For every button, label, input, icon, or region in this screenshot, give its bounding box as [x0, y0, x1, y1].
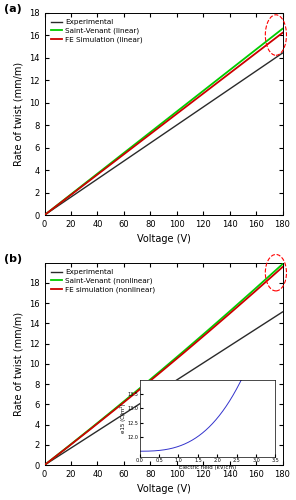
Saint-Venant (nonlinear): [238, 300, 241, 306]
Experimental: [156, 135, 159, 141]
Experimental: [275, 312, 279, 318]
FE Simulation (linear): [184, 104, 188, 110]
FE Simulation (linear): [156, 126, 159, 132]
FE Simulation (linear): [43, 212, 46, 218]
Y-axis label: Rate of twist (mm/m): Rate of twist (mm/m): [14, 62, 23, 166]
Experimental: [157, 388, 161, 394]
Text: (b): (b): [4, 254, 22, 264]
FE simulation (nonlinear): [157, 370, 161, 376]
FE simulation (nonlinear): [171, 358, 175, 364]
X-axis label: Voltage (V): Voltage (V): [136, 484, 190, 494]
Experimental: [238, 80, 241, 86]
FE Simulation (linear): [171, 114, 175, 119]
Experimental: [43, 462, 46, 468]
Experimental: [184, 371, 188, 377]
Experimental: [281, 50, 284, 56]
FE simulation (nonlinear): [275, 269, 279, 275]
Saint-Venant (nonlinear): [184, 346, 188, 352]
Text: (a): (a): [4, 4, 22, 15]
Saint-Venant (linear): [156, 124, 159, 130]
FE simulation (nonlinear): [184, 348, 188, 354]
FE simulation (nonlinear): [281, 264, 284, 270]
Line: Experimental: Experimental: [45, 312, 282, 465]
Experimental: [171, 379, 175, 385]
Line: Saint-Venant (nonlinear): Saint-Venant (nonlinear): [45, 264, 282, 465]
Line: FE simulation (nonlinear): FE simulation (nonlinear): [45, 267, 282, 465]
Experimental: [171, 124, 175, 130]
Saint-Venant (linear): [157, 122, 161, 128]
Experimental: [43, 212, 46, 218]
Experimental: [275, 54, 279, 60]
Y-axis label: Rate of twist (mm/m): Rate of twist (mm/m): [14, 312, 23, 416]
FE simulation (nonlinear): [156, 372, 159, 378]
FE Simulation (linear): [238, 62, 241, 68]
Legend: Experimental, Saint-Venant (linear), FE Simulation (linear): Experimental, Saint-Venant (linear), FE …: [48, 16, 145, 46]
Saint-Venant (linear): [275, 30, 279, 36]
Line: Experimental: Experimental: [45, 53, 282, 215]
FE Simulation (linear): [275, 34, 279, 40]
FE simulation (nonlinear): [238, 302, 241, 308]
Saint-Venant (linear): [281, 26, 284, 32]
Saint-Venant (nonlinear): [275, 266, 279, 272]
Saint-Venant (nonlinear): [156, 370, 159, 376]
Experimental: [156, 390, 159, 396]
Saint-Venant (linear): [171, 111, 175, 117]
X-axis label: Voltage (V): Voltage (V): [136, 234, 190, 244]
Experimental: [281, 309, 284, 315]
FE Simulation (linear): [157, 124, 161, 130]
Saint-Venant (nonlinear): [281, 261, 284, 267]
Legend: Experimental, Saint-Venant (nonlinear), FE simulation (nonlinear): Experimental, Saint-Venant (nonlinear), …: [48, 266, 158, 296]
Line: Saint-Venant (linear): Saint-Venant (linear): [45, 29, 282, 215]
Experimental: [157, 134, 161, 140]
Saint-Venant (linear): [43, 212, 46, 218]
Saint-Venant (nonlinear): [157, 369, 161, 375]
Line: FE Simulation (linear): FE Simulation (linear): [45, 33, 282, 215]
Saint-Venant (nonlinear): [43, 462, 46, 468]
Saint-Venant (nonlinear): [171, 357, 175, 363]
FE Simulation (linear): [281, 30, 284, 36]
Saint-Venant (linear): [238, 60, 241, 66]
Experimental: [184, 116, 188, 121]
FE simulation (nonlinear): [43, 462, 46, 468]
Experimental: [238, 336, 241, 342]
Saint-Venant (linear): [184, 101, 188, 107]
